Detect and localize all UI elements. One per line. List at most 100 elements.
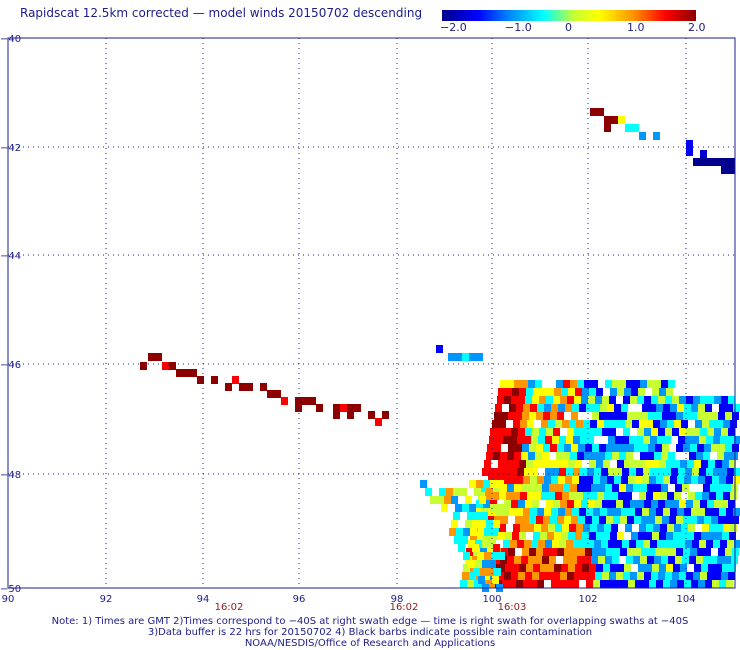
wind-cell [588,428,595,436]
wind-cell [504,428,511,436]
wind-cell [589,564,596,572]
wind-cell [655,444,662,452]
wind-cell [162,362,169,370]
longitude-label: 90 [2,594,15,605]
wind-cell [679,396,686,404]
wind-cell [715,564,722,572]
wind-cell [543,548,550,556]
wind-cell [650,436,657,444]
wind-cell [608,436,615,444]
wind-cell [630,396,637,404]
wind-cell [529,548,536,556]
wind-cell [604,420,611,428]
wind-cell [498,388,505,396]
wind-cell [512,564,519,572]
wind-cell [532,396,539,404]
wind-cell [638,460,645,468]
wind-cell [558,404,565,412]
wind-cell [700,396,707,404]
wind-cell [516,508,523,516]
wind-cell [590,492,597,500]
wind-cell [571,444,578,452]
wind-cell [618,420,625,428]
wind-cell [662,444,669,452]
wind-cell [578,548,585,556]
wind-cell [596,532,603,540]
wind-cell [659,460,666,468]
wind-cell [591,484,598,492]
wind-cell [652,564,659,572]
wind-cell [140,362,147,370]
wind-cell [557,548,564,556]
wind-cell [700,428,707,436]
wind-cell [599,516,606,524]
wind-cell [686,572,693,580]
wind-cell [498,460,505,468]
wind-cell [690,516,697,524]
wind-cell [681,524,688,532]
colorbar [442,10,696,21]
wind-cell [597,108,604,116]
wind-cell [518,500,525,508]
wind-cell [665,428,672,436]
wind-cell [536,444,543,452]
wind-cell [657,468,664,476]
wind-cell [504,572,511,580]
wind-cell [598,556,605,564]
wind-cell [685,468,692,476]
wind-cell [697,412,704,420]
wind-cell [579,404,586,412]
wind-cell [716,524,723,532]
wind-cell [661,484,668,492]
wind-cell [547,532,554,540]
wind-cell [634,516,641,524]
wind-cell [580,436,587,444]
wind-cell [501,516,508,524]
wind-cell [614,404,621,412]
wind-cell [483,480,490,488]
wind-cell [695,492,702,500]
wind-cell [537,508,544,516]
wind-cell [494,568,501,576]
wind-cell [540,564,547,572]
wind-cell [640,380,647,388]
wind-cell [547,388,554,396]
wind-cell [599,548,606,556]
wind-cell [467,580,474,588]
wind-cell [624,564,631,572]
wind-cell [489,436,496,444]
wind-cell [635,476,642,484]
wind-cell [518,396,525,404]
wind-cell [613,516,620,524]
wind-cell [525,500,532,508]
wind-cell [340,404,347,412]
wind-cell [710,556,717,564]
wind-cell [623,428,630,436]
wind-cell [487,444,494,452]
wind-cell [543,412,550,420]
wind-cell [728,500,735,508]
wind-cell [451,520,458,528]
wind-cell [631,460,638,468]
wind-cell [537,404,544,412]
wind-cell [652,460,659,468]
wind-cell [676,444,683,452]
wind-cell [333,411,340,419]
wind-cell [552,540,559,548]
wind-cell [513,420,520,428]
wind-cell [544,404,551,412]
wind-cell [503,468,510,476]
wind-cell [564,516,571,524]
wind-cell [724,452,731,460]
wind-cell [645,532,652,540]
wind-cell [611,524,618,532]
wind-cell [503,436,510,444]
wind-cell [525,396,532,404]
wind-cell [526,460,533,468]
wind-cell [637,428,644,436]
wind-cell [533,388,540,396]
wind-cell [232,376,239,384]
wind-cell [706,436,713,444]
wind-cell [579,508,586,516]
wind-cell [502,476,509,484]
